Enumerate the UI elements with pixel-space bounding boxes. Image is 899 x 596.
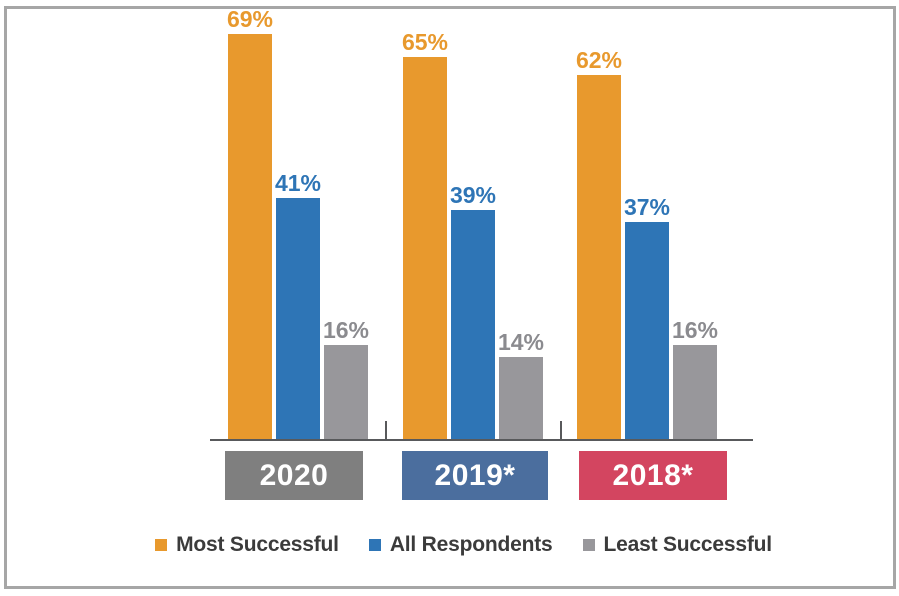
- bar-2019-least-successful: [499, 357, 543, 439]
- x-axis-line: [210, 439, 753, 441]
- value-label-2020-most-successful: 69%: [226, 6, 274, 32]
- legend: Most Successful All Respondents Least Succ…: [0, 531, 899, 559]
- x-axis-tick: [385, 421, 387, 439]
- value-label-2020-least-successful: 16%: [322, 317, 370, 343]
- legend-swatch-icon: [582, 539, 595, 551]
- x-axis-tick: [560, 421, 562, 439]
- value-label-2019-least-successful: 14%: [497, 329, 545, 355]
- category-label-2020: 2020: [225, 451, 363, 500]
- bar-2020-most-successful: [228, 34, 272, 439]
- bar-2020-least-successful: [324, 345, 368, 439]
- legend-item-most-successful: Most Successful: [155, 533, 339, 557]
- legend-item-least-successful: Least Successful: [582, 533, 773, 557]
- bar-2018-most-successful: [577, 75, 621, 439]
- bar-2019-all-respondents: [451, 210, 495, 439]
- legend-label: All Respondents: [389, 533, 553, 556]
- value-label-2019-most-successful: 65%: [401, 29, 449, 55]
- bar-2018-least-successful: [673, 345, 717, 439]
- value-label-2018-least-successful: 16%: [671, 317, 719, 343]
- chart-frame-border: [4, 6, 896, 589]
- value-label-2019-all-respondents: 39%: [449, 182, 497, 208]
- bar-2018-all-respondents: [625, 222, 669, 439]
- legend-swatch-icon: [368, 539, 381, 551]
- bar-2019-most-successful: [403, 57, 447, 439]
- value-label-2018-all-respondents: 37%: [623, 194, 671, 220]
- value-label-2020-all-respondents: 41%: [274, 170, 322, 196]
- bar-2020-all-respondents: [276, 198, 320, 439]
- legend-label: Least Successful: [603, 533, 773, 556]
- category-label-2019: 2019*: [402, 451, 548, 500]
- legend-swatch-icon: [155, 539, 168, 551]
- legend-item-all-respondents: All Respondents: [368, 533, 553, 557]
- value-label-2018-most-successful: 62%: [575, 47, 623, 73]
- legend-label: Most Successful: [176, 533, 339, 556]
- category-label-2018: 2018*: [579, 451, 727, 500]
